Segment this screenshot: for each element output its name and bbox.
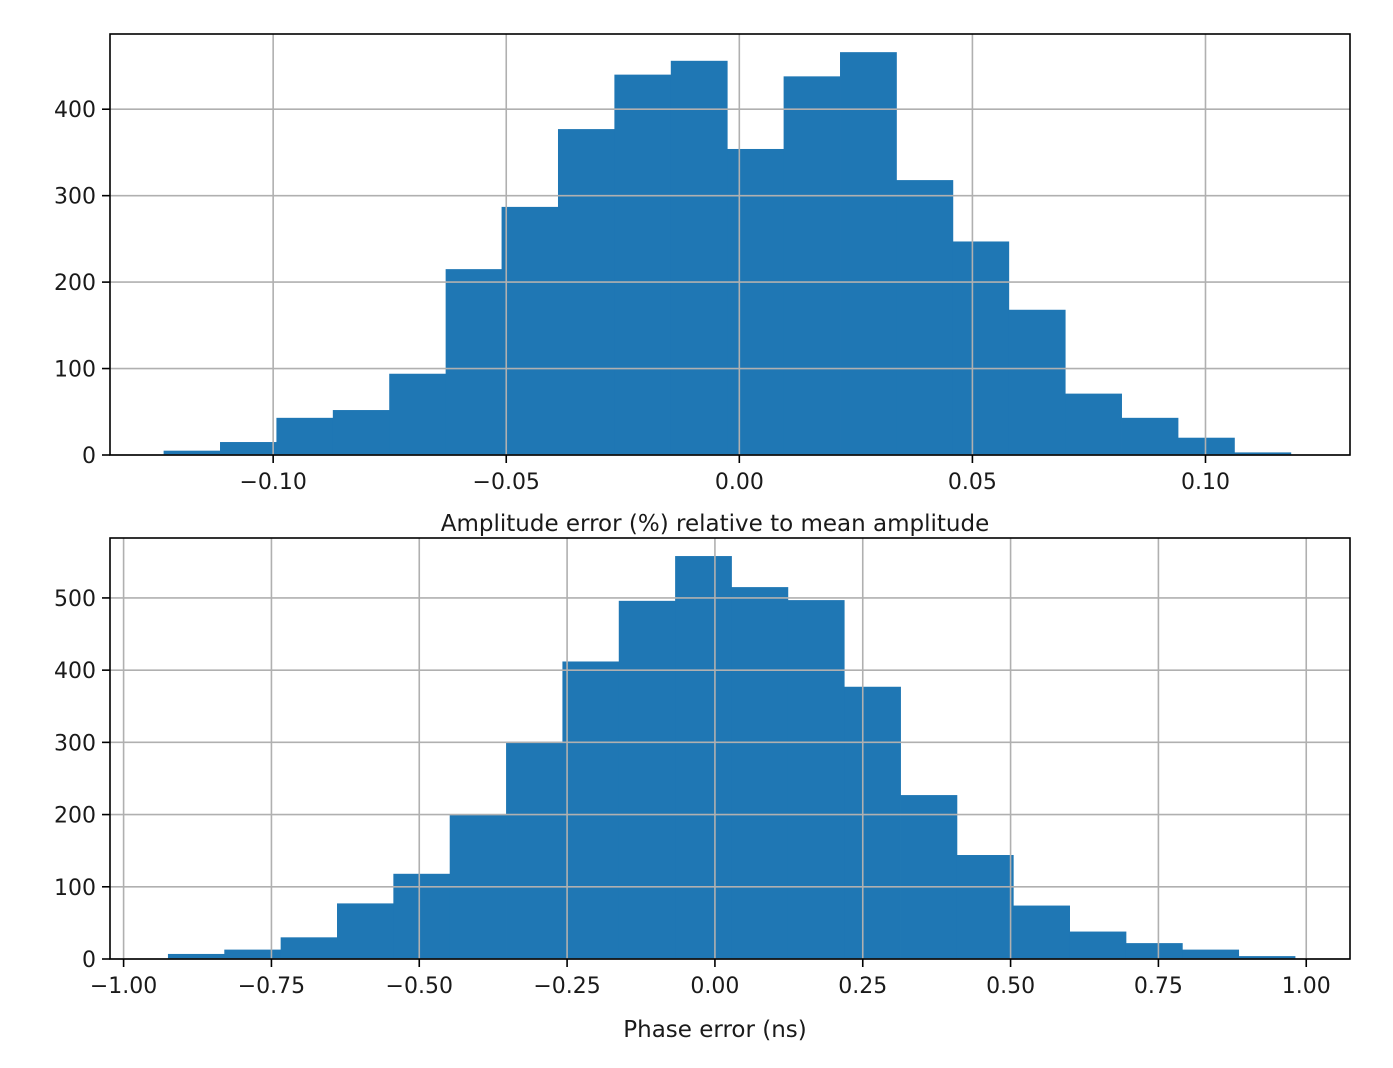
histogram-bar — [332, 410, 390, 455]
x-tick-label: 0.50 — [986, 974, 1035, 999]
phase-error-histogram: −1.00 −0.75 −0.50 −0.25 0.00 0.25 0.50 0.75 1.00… — [54, 537, 1351, 1043]
histogram-bar — [1065, 393, 1122, 455]
histogram-bar — [280, 937, 338, 959]
histogram-bar — [506, 742, 563, 959]
histogram-bar — [1182, 949, 1240, 959]
histogram-bars — [167, 556, 1296, 959]
x-tick-label: 0.25 — [838, 974, 887, 999]
y-tick-label: 500 — [54, 587, 96, 612]
y-axis: 0 100 200 300 400 500 — [54, 587, 110, 973]
histogram-bar — [952, 241, 1010, 455]
x-tick-label: −0.75 — [238, 974, 305, 999]
histogram-bar — [337, 903, 394, 959]
histogram-bar — [1008, 309, 1066, 455]
histogram-bar — [670, 60, 728, 455]
histogram-bars — [163, 52, 1292, 456]
x-tick-label: −0.50 — [386, 974, 453, 999]
y-tick-label: 300 — [54, 185, 96, 210]
histogram-bar — [562, 661, 620, 959]
histogram-bar — [501, 206, 559, 455]
histogram-bar — [1069, 931, 1127, 959]
histogram-bar — [1238, 956, 1296, 959]
axes-frame — [109, 33, 1351, 456]
x-tick-label: −1.00 — [90, 974, 157, 999]
histogram-bar — [220, 442, 277, 455]
histogram-bar — [783, 76, 841, 455]
histogram-bar — [731, 587, 789, 959]
histogram-bar — [276, 417, 334, 455]
x-tick-label: −0.05 — [473, 470, 540, 495]
histogram-bar — [840, 52, 897, 456]
histogram-bar — [1234, 452, 1292, 455]
x-tick-label: 0.10 — [1181, 470, 1230, 495]
histogram-bar — [900, 795, 958, 959]
histogram-bar — [956, 855, 1014, 959]
histogram-bar — [389, 373, 447, 455]
y-tick-label: 200 — [54, 271, 96, 296]
histogram-bar — [167, 953, 225, 959]
x-axis: −0.10 −0.05 0.00 0.05 0.10 — [239, 455, 1230, 495]
histogram-bar — [224, 949, 282, 959]
histogram-bar — [844, 686, 901, 959]
y-tick-label: 100 — [54, 358, 96, 383]
y-tick-label: 0 — [82, 444, 96, 469]
histogram-bar — [787, 600, 845, 959]
x-tick-label: 0.05 — [948, 470, 997, 495]
y-tick-label: 100 — [54, 876, 96, 901]
histogram-bar — [557, 129, 615, 455]
histogram-bar — [1125, 943, 1183, 959]
x-axis-label: Amplitude error (%) relative to mean amp… — [441, 511, 990, 537]
histogram-bar — [614, 74, 672, 456]
histogram-bar — [163, 450, 221, 455]
grid-lines — [110, 34, 1350, 456]
y-tick-label: 400 — [54, 659, 96, 684]
x-axis-label: Phase error (ns) — [623, 1017, 806, 1043]
x-tick-label: 0.00 — [690, 974, 739, 999]
histogram-bar — [1013, 905, 1070, 959]
x-axis: −1.00 −0.75 −0.50 −0.25 0.00 0.25 0.50 0.75 1.00 — [90, 959, 1331, 999]
x-tick-label: −0.10 — [239, 470, 306, 495]
x-tick-label: 1.00 — [1282, 974, 1331, 999]
histogram-bar — [618, 600, 676, 959]
histogram-bar — [896, 180, 954, 456]
axes-frame — [109, 537, 1351, 960]
x-tick-label: −0.25 — [533, 974, 600, 999]
histogram-bar — [445, 269, 502, 455]
y-tick-label: 200 — [54, 804, 96, 829]
histogram-bar — [675, 556, 732, 959]
amplitude-error-histogram: −0.10 −0.05 0.00 0.05 0.10 0 100 200 300 400 Ampli… — [54, 33, 1351, 537]
x-tick-label: 0.75 — [1134, 974, 1183, 999]
histogram-bar — [1177, 437, 1235, 455]
y-tick-label: 300 — [54, 731, 96, 756]
y-tick-label: 400 — [54, 98, 96, 123]
y-axis: 0 100 200 300 400 — [54, 98, 110, 469]
x-tick-label: 0.00 — [715, 470, 764, 495]
histogram-bar — [727, 148, 785, 456]
y-tick-label: 0 — [82, 948, 96, 973]
histogram-bar — [1121, 417, 1179, 455]
histogram-bar — [393, 873, 451, 959]
